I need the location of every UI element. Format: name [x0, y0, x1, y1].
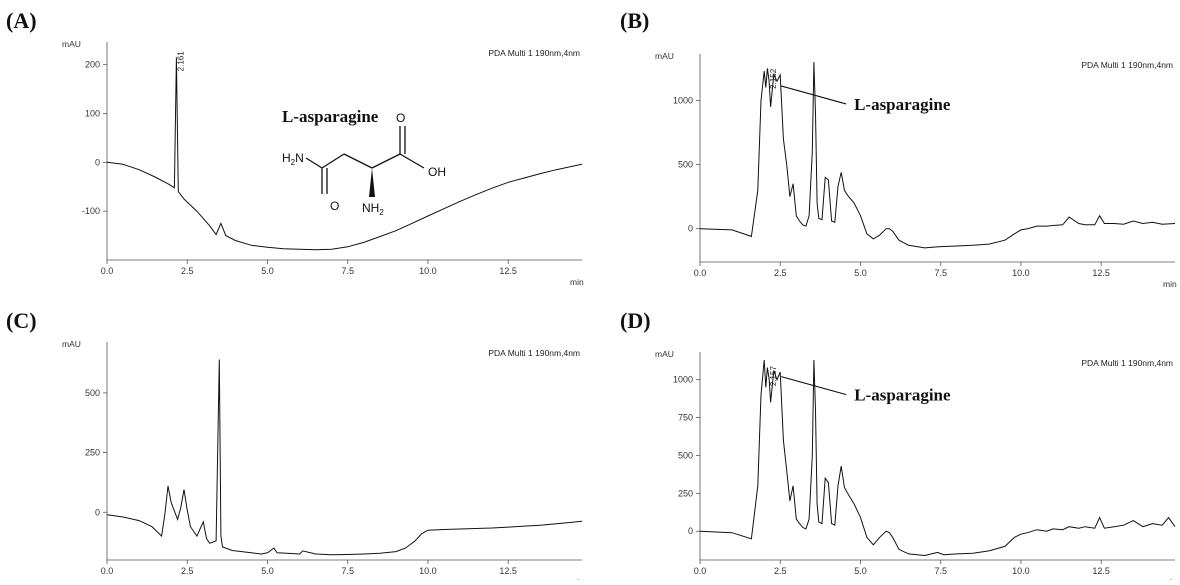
- x-tick-label: 0.0: [694, 566, 707, 576]
- chromatogram-trace: [106, 57, 583, 251]
- y-tick-label: 250: [678, 488, 693, 498]
- x-tick-label: 2.5: [774, 268, 787, 278]
- y-tick-label: 750: [678, 413, 693, 423]
- x-tick-label: 5.0: [261, 266, 274, 276]
- structure-bond: [321, 153, 345, 169]
- x-tick-label: 10.0: [419, 566, 437, 576]
- callout-leader-line: [780, 85, 847, 105]
- panel-label: (A): [6, 8, 37, 33]
- structure-bond: [305, 157, 323, 169]
- peak-retention-label: 2.152: [769, 68, 778, 89]
- x-tick-label: 5.0: [854, 268, 867, 278]
- chromatogram-trace: [699, 61, 1176, 249]
- y-tick-label: 1000: [673, 375, 693, 385]
- structure-bond: [343, 153, 373, 169]
- y-tick-label: 100: [85, 108, 100, 118]
- compound-title: L-asparagine: [282, 107, 379, 126]
- x-tick-label: 12.5: [1092, 268, 1110, 278]
- y-axis-label: mAU: [62, 39, 81, 49]
- panel-a: (A) mAU min PDA Multi 1 190nm,4nm -100 0 100 20…: [6, 8, 584, 287]
- y-tick-label: 500: [678, 450, 693, 460]
- structure-carbonyl-oxygen-label: O: [396, 111, 405, 125]
- x-tick-label: 5.0: [261, 566, 274, 576]
- x-tick-label: 0.0: [101, 566, 114, 576]
- x-tick-label: 0.0: [694, 268, 707, 278]
- y-tick-label: 0: [688, 526, 693, 536]
- x-tick-label: 12.5: [499, 266, 517, 276]
- callout-leader-line: [781, 376, 847, 396]
- panel-label: (D): [620, 308, 651, 333]
- x-tick-label: 2.5: [181, 266, 194, 276]
- x-tick-label: 2.5: [774, 566, 787, 576]
- chromatogram-trace: [106, 359, 583, 556]
- y-tick-label: 1000: [673, 95, 693, 105]
- x-tick-label: 12.5: [1092, 566, 1110, 576]
- y-tick-label: 0: [95, 507, 100, 517]
- structure-amine-label: H2N: [282, 151, 304, 167]
- structure-wedge-bond: [369, 168, 375, 197]
- detector-label: PDA Multi 1 190nm,4nm: [488, 348, 580, 358]
- structure-bond: [399, 153, 425, 169]
- x-tick-label: 5.0: [854, 566, 867, 576]
- y-tick-label: 0: [688, 224, 693, 234]
- y-tick-label: 200: [85, 60, 100, 70]
- callout-label: L-asparagine: [854, 95, 951, 114]
- x-tick-label: 10.0: [1012, 566, 1030, 576]
- chromatogram-trace: [699, 359, 1176, 557]
- x-tick-label: 7.5: [341, 566, 354, 576]
- x-tick-label: 12.5: [499, 566, 517, 576]
- x-tick-label: 7.5: [934, 268, 947, 278]
- callout-label: L-asparagine: [854, 386, 951, 405]
- detector-label: PDA Multi 1 190nm,4nm: [1081, 60, 1173, 70]
- x-tick-label: 0.0: [101, 266, 114, 276]
- x-axis-label: min: [570, 277, 584, 287]
- structure-bond: [371, 153, 401, 169]
- structure-amino-label: NH2: [362, 201, 384, 217]
- panel-b: (B) mAU min PDA Multi 1 190nm,4nm 0 500 1000 0.…: [620, 8, 1177, 289]
- x-axis-label: min: [1163, 279, 1177, 289]
- detector-label: PDA Multi 1 190nm,4nm: [488, 48, 580, 58]
- y-axis-label: mAU: [655, 51, 674, 61]
- y-tick-label: 500: [678, 160, 693, 170]
- x-tick-label: 2.5: [181, 566, 194, 576]
- y-axis-label: mAU: [62, 339, 81, 349]
- peak-retention-label: 2.161: [176, 51, 185, 72]
- panel-label: (B): [620, 8, 649, 33]
- y-tick-label: 250: [85, 448, 100, 458]
- panel-label: (C): [6, 308, 37, 333]
- y-tick-label: -100: [82, 206, 100, 216]
- asparagine-structure: H2N O NH2 O OH L-asparagine: [282, 107, 446, 217]
- y-tick-label: 0: [95, 157, 100, 167]
- detector-label: PDA Multi 1 190nm,4nm: [1081, 358, 1173, 368]
- y-axis-label: mAU: [655, 349, 674, 359]
- structure-oxygen-label: O: [330, 199, 339, 213]
- y-tick-label: 500: [85, 388, 100, 398]
- x-tick-label: 10.0: [419, 266, 437, 276]
- peak-retention-label: 2.157: [769, 366, 778, 387]
- x-tick-label: 10.0: [1012, 268, 1030, 278]
- x-tick-label: 7.5: [934, 566, 947, 576]
- x-tick-label: 7.5: [341, 266, 354, 276]
- structure-hydroxyl-label: OH: [428, 165, 446, 179]
